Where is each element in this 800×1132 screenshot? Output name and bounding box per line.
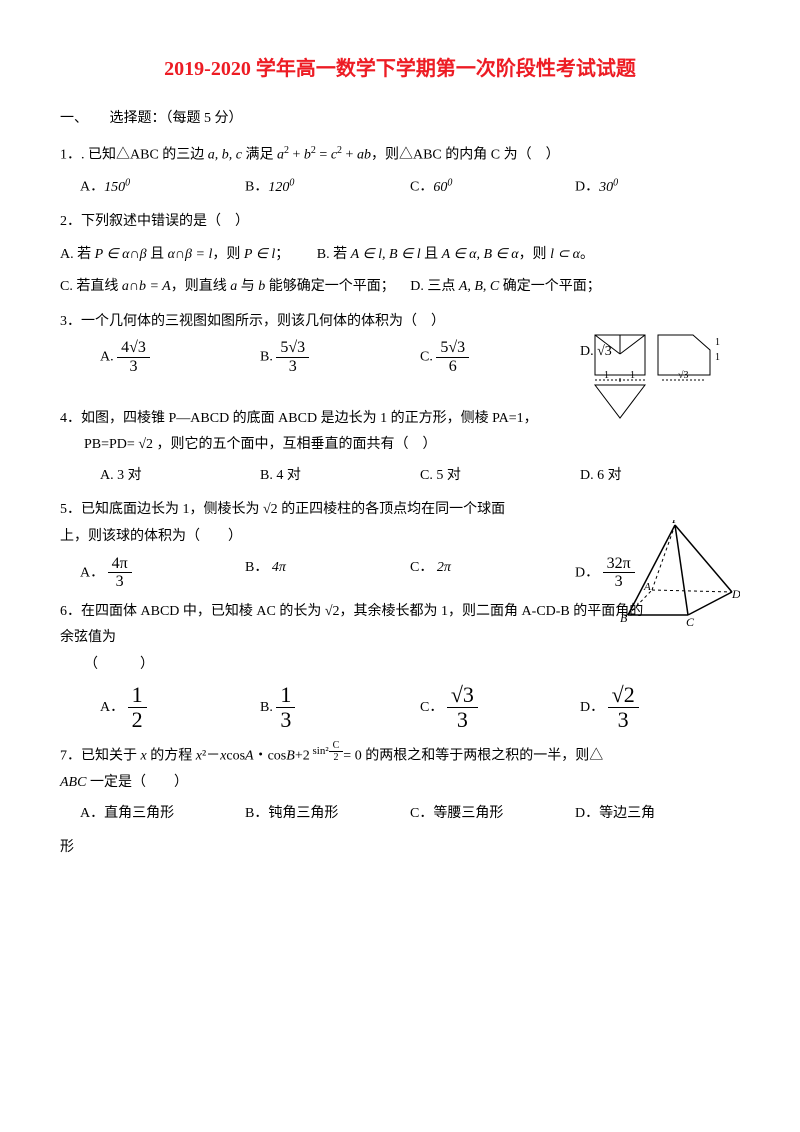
q7-opt-b: B．钝角三角形 xyxy=(245,801,410,828)
svg-text:1: 1 xyxy=(715,352,720,363)
q4-opt-d: D. 6 对 xyxy=(580,463,740,490)
question-6: 6．在四面体 ABCD 中，已知棱 AC 的长为 √2，其余棱长都为 1，则二面… xyxy=(60,599,740,732)
question-7: 7．已知关于 x 的方程 x²－xcosA・cosB+2 sin²C2= 0 的… xyxy=(60,740,740,862)
q7-opt-d: D．等边三角 xyxy=(575,801,740,828)
q6-opt-d: D． √23 xyxy=(580,683,740,732)
q3-opt-a: A. 4√33 xyxy=(100,339,260,375)
section-number: 一、 xyxy=(60,111,88,126)
q5-opt-b: B． 4π xyxy=(245,555,410,591)
section-text: 选择题：（每题 5 分） xyxy=(110,111,243,126)
q6-options: A． 12 B. 13 C． √33 D． √23 xyxy=(100,683,740,732)
q7-line2: ABC 一定是（ ） xyxy=(60,770,740,797)
q2-row2: C. 若直线 a∩b = A，则直线 a 与 b 能够确定一个平面； D. 三点… xyxy=(60,274,740,301)
q5-opt-a: A． 4π3 xyxy=(80,555,245,591)
q1-opt-b: B．1200 xyxy=(245,173,410,201)
q1-opt-c: C．600 xyxy=(410,173,575,201)
q1-options: A．1500 B．1200 C．600 D．300 xyxy=(80,173,740,201)
q2-text: 2．下列叙述中错误的是（ ） xyxy=(60,209,740,236)
q4-opt-b: B. 4 对 xyxy=(260,463,420,490)
q2-row1: A. 若 P ∈ α∩β 且 α∩β = l，则 P ∈ l； B. 若 A ∈… xyxy=(60,242,740,269)
question-1: 1．. 已知△ABC 的三边 a, b, c 满足 a2 + b2 = c2 +… xyxy=(60,141,740,202)
q5-opt-d: D． 32π3 xyxy=(575,555,740,591)
question-2: 2．下列叙述中错误的是（ ） A. 若 P ∈ α∩β 且 α∩β = l，则 … xyxy=(60,209,740,301)
q6-line1: 6．在四面体 ABCD 中，已知棱 AC 的长为 √2，其余棱长都为 1，则二面… xyxy=(60,599,740,626)
q7-line3: 形 xyxy=(60,835,740,862)
q7-opt-c: C．等腰三角形 xyxy=(410,801,575,828)
q5-line1: 5．已知底面边长为 1，侧棱长为 √2 的正四棱柱的各顶点均在同一个球面 xyxy=(60,497,740,524)
q5-line2: 上，则该球的体积为（ ） xyxy=(60,524,740,551)
svg-text:1: 1 xyxy=(604,370,609,381)
svg-text:1: 1 xyxy=(715,337,720,348)
q7-line1: 7．已知关于 x 的方程 x²－xcosA・cosB+2 sin²C2= 0 的… xyxy=(60,740,740,770)
page-title: 2019-2020 学年高一数学下学期第一次阶段性考试试题 xyxy=(60,50,740,88)
q5-opt-c: C． 2π xyxy=(410,555,575,591)
q2-opt-d: D. 三点 A, B, C 确定一个平面； xyxy=(410,279,601,294)
q4-options: A. 3 对 B. 4 对 C. 5 对 D. 6 对 xyxy=(100,463,740,490)
q1-opt-d: D．300 xyxy=(575,173,740,201)
q1-opt-a: A．1500 xyxy=(80,173,245,201)
q3-opt-c: C. 5√36 xyxy=(420,339,580,375)
q6-opt-a: A． 12 xyxy=(100,683,260,732)
q2-opt-a: A. 若 P ∈ α∩β 且 α∩β = l，则 P ∈ l； xyxy=(60,247,289,262)
q4-opt-a: A. 3 对 xyxy=(100,463,260,490)
q4-opt-c: C. 5 对 xyxy=(420,463,580,490)
q2-opt-b: B. 若 A ∈ l, B ∈ l 且 A ∈ α, B ∈ α，则 l ⊂ α… xyxy=(317,247,594,262)
question-4: 4．如图，四棱锥 P—ABCD 的底面 ABCD 是边长为 1 的正方形，侧棱 … xyxy=(60,406,740,490)
q7-opt-a: A．直角三角形 xyxy=(80,801,245,828)
q5-options: A． 4π3 B． 4π C． 2π D． 32π3 xyxy=(80,555,740,591)
q7-options: A．直角三角形 B．钝角三角形 C．等腰三角形 D．等边三角 xyxy=(80,801,740,828)
q6-blank: （ ） xyxy=(60,652,740,679)
q6-line2: 余弦值为 xyxy=(60,625,740,652)
section-heading: 一、 选择题：（每题 5 分） xyxy=(60,106,740,133)
q6-opt-b: B. 13 xyxy=(260,683,420,732)
q4-line1: 4．如图，四棱锥 P—ABCD 的底面 ABCD 是边长为 1 的正方形，侧棱 … xyxy=(60,406,740,433)
svg-text:1: 1 xyxy=(630,370,635,381)
q2-opt-c: C. 若直线 a∩b = A，则直线 a 与 b 能够确定一个平面； xyxy=(60,279,395,294)
q4-line2: PB=PD= √2 ，则它的五个面中，互相垂直的面共有（ ） xyxy=(60,432,740,459)
q6-opt-c: C． √33 xyxy=(420,683,580,732)
question-5: 5．已知底面边长为 1，侧棱长为 √2 的正四棱柱的各顶点均在同一个球面 上，则… xyxy=(60,497,740,590)
q3-opt-b: B. 5√33 xyxy=(260,339,420,375)
q1-text: 1．. 已知△ABC 的三边 a, b, c 满足 a2 + b2 = c2 +… xyxy=(60,141,740,169)
svg-text:√3: √3 xyxy=(678,370,689,381)
